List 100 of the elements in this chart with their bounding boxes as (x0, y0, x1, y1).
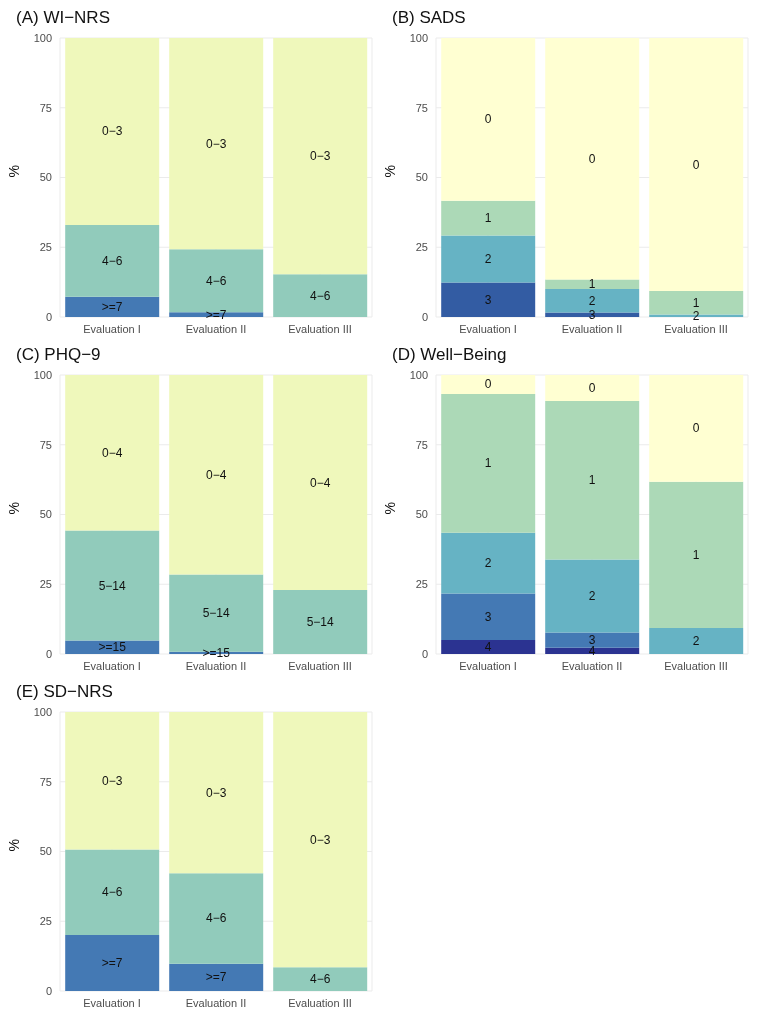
text: >=15 (202, 645, 230, 660)
series-label: 4−6 (310, 288, 331, 303)
bar (441, 593, 536, 641)
y-tick-label: 75 (415, 101, 428, 114)
bar (545, 400, 640, 560)
bar (649, 481, 744, 629)
text: 0 (692, 157, 700, 172)
y-axis-title: % (5, 502, 22, 515)
series-label: 1 (588, 473, 596, 488)
y-tick-label: 25 (39, 915, 52, 928)
y-tick-label: 0 (45, 647, 52, 660)
bar (441, 640, 536, 654)
x-tick-label: Evaluation II (561, 322, 623, 335)
y-tick-label: 75 (39, 101, 52, 114)
text: 1 (692, 295, 700, 310)
text: 4−6 (206, 273, 227, 288)
text: 4−6 (206, 911, 227, 926)
series-label: 5−14 (306, 615, 335, 630)
series-label: 0 (588, 151, 596, 166)
bar (169, 712, 264, 874)
bar (649, 375, 744, 482)
y-tick-label: 100 (409, 368, 428, 381)
x-tick-label: Evaluation I (459, 659, 517, 672)
series-label: 0−4 (102, 445, 123, 460)
bar (649, 628, 744, 654)
x-tick-label: Evaluation I (83, 659, 141, 672)
bar (545, 632, 640, 648)
y-tick-label: 25 (415, 241, 428, 254)
y-tick-label: 25 (39, 578, 52, 591)
series-label: 2 (692, 308, 700, 323)
bar (273, 274, 368, 317)
y-tick-label: 100 (33, 368, 52, 381)
series-label: 0−3 (102, 124, 123, 139)
chart-title: (A) WI−NRS (15, 8, 111, 29)
bar (273, 38, 368, 275)
chart-title: (C) PHQ−9 (15, 345, 102, 366)
bar (169, 38, 264, 250)
x-tick-label: Evaluation III (288, 659, 352, 672)
bar (441, 393, 536, 533)
text: 0 (484, 112, 492, 127)
text: 2 (484, 556, 492, 571)
x-tick-label: Evaluation III (664, 659, 728, 672)
x-tick-label: Evaluation II (185, 322, 247, 335)
text: 2 (588, 293, 596, 308)
bar (545, 375, 640, 401)
y-axis-title: % (381, 502, 398, 515)
series-label: 4−6 (310, 972, 331, 987)
text: 4−6 (102, 885, 123, 900)
bar (65, 296, 160, 317)
x-tick-label: Evaluation I (83, 996, 141, 1009)
x-tick-label: Evaluation I (83, 322, 141, 335)
y-tick-label: 25 (39, 241, 52, 254)
text: 3 (484, 609, 492, 624)
text: 0−4 (310, 475, 331, 490)
y-tick-label: 100 (33, 705, 52, 718)
y-tick-label: 100 (409, 31, 428, 44)
y-tick-label: 0 (45, 984, 52, 997)
text: 2 (588, 588, 596, 603)
text: 0−3 (310, 149, 331, 164)
bar (273, 590, 368, 654)
text: 0−3 (206, 785, 227, 800)
text: 1 (484, 211, 492, 226)
bar (441, 282, 536, 317)
text: 5−14 (202, 606, 230, 621)
bar (441, 532, 536, 594)
series-label: >=7 (205, 970, 227, 985)
chart-title: (B) SADS (391, 8, 467, 29)
text: >=7 (101, 955, 123, 970)
series-label: 0−3 (102, 773, 123, 788)
bar (545, 279, 640, 290)
bar (441, 235, 536, 283)
y-axis-title: % (5, 165, 22, 178)
bar (545, 647, 640, 654)
series-label: 2 (692, 634, 700, 649)
text: 0−3 (206, 136, 227, 151)
series-label: 0 (484, 377, 492, 392)
text: 0−3 (310, 832, 331, 847)
y-tick-label: 50 (39, 171, 52, 184)
x-tick-label: Evaluation III (288, 322, 352, 335)
bar (545, 559, 640, 633)
bar (169, 963, 264, 991)
bar (65, 934, 160, 991)
chart-title: (E) SD−NRS (15, 682, 114, 703)
bar (65, 849, 160, 935)
text: 0 (588, 380, 596, 395)
y-tick-label: 50 (415, 171, 428, 184)
text: 1 (692, 547, 700, 562)
x-tick-label: Evaluation III (664, 322, 728, 335)
y-tick-label: 0 (45, 310, 52, 323)
text: 0−4 (206, 467, 227, 482)
x-tick-label: Evaluation II (185, 659, 247, 672)
y-tick-label: 25 (415, 578, 428, 591)
y-axis-title: % (5, 839, 22, 852)
bar (169, 375, 264, 575)
bar (273, 967, 368, 991)
bar (65, 712, 160, 850)
x-tick-label: Evaluation III (288, 996, 352, 1009)
text: 3 (484, 292, 492, 307)
x-tick-label: Evaluation II (185, 996, 247, 1009)
bar (273, 712, 368, 968)
